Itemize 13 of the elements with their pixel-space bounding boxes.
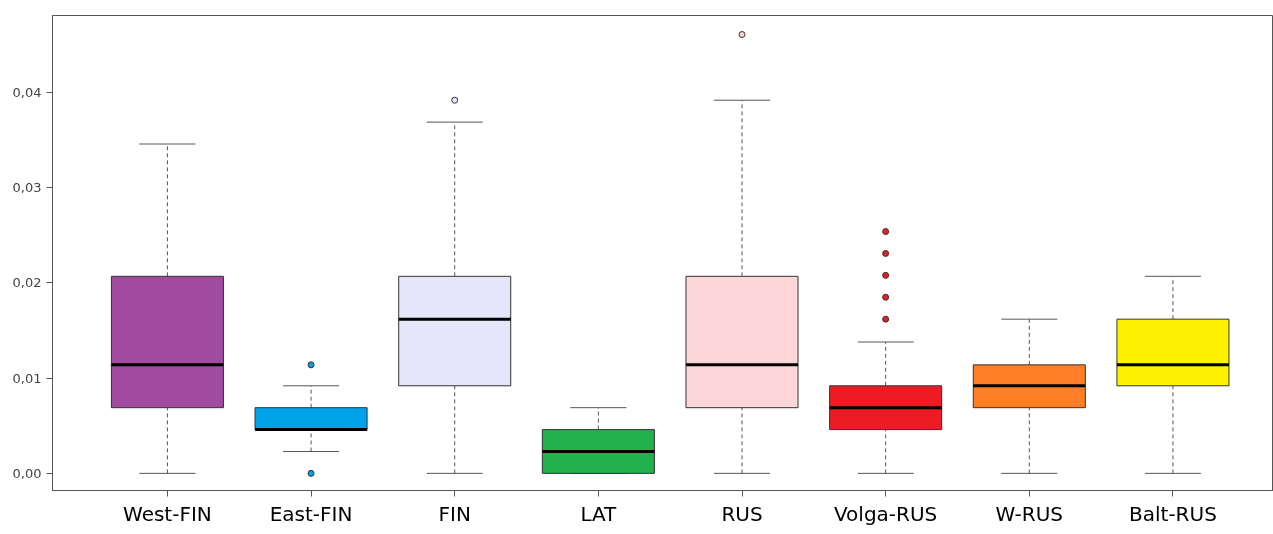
x-tick-label: RUS [721, 501, 763, 526]
y-tick-label: 0,00 [12, 465, 42, 481]
y-tick-label: 0,03 [12, 180, 42, 196]
x-tick-label: LAT [580, 501, 618, 526]
x-tick-label: East-FIN [269, 501, 353, 526]
x-tick-label: FIN [438, 501, 471, 526]
x-tick-label: Balt-RUS [1129, 501, 1217, 526]
y-tick-label: 0,04 [12, 85, 42, 101]
x-tick-label: W-RUS [995, 501, 1064, 526]
x-tick-label: West-FIN [123, 501, 212, 526]
y-tick-label: 0,01 [12, 370, 42, 386]
y-tick-label: 0,02 [12, 275, 42, 291]
x-tick-label: Volga-RUS [833, 501, 938, 526]
